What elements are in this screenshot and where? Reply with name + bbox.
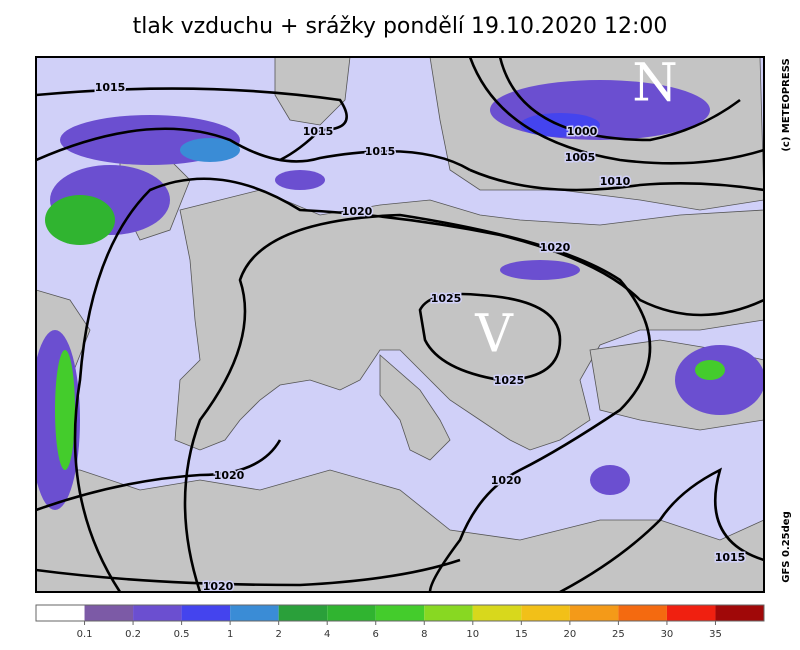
isobar-label: 1020 (540, 241, 571, 254)
legend-tick-label: 0.1 (77, 629, 93, 640)
legend-tick-label: 35 (709, 629, 722, 640)
isobar (73, 177, 764, 592)
isobar-label: 1015 (95, 81, 126, 94)
legend-swatch (230, 605, 279, 621)
legend-swatch (569, 605, 619, 621)
legend-tick-label: 1 (227, 629, 233, 640)
legend-tick-label: 0.2 (125, 629, 141, 640)
isobar-label: 1010 (600, 175, 631, 188)
isobar (36, 439, 282, 512)
legend-tick-label: 30 (661, 629, 674, 640)
legend-frame (35, 604, 765, 622)
isobar-labels: 1015 1015 1015 1020 1000 1005 1010 1020 … (93, 80, 747, 593)
legend-swatch (521, 605, 570, 621)
legend-swatch (715, 605, 764, 621)
legend-swatch (36, 605, 85, 621)
legend-tick-label: 10 (466, 629, 479, 640)
isobar-label: 1015 (303, 125, 334, 138)
precip-area (45, 195, 115, 245)
pressure-center: N (632, 54, 678, 114)
precip-area (180, 138, 240, 162)
precip-area (55, 350, 75, 470)
legend-tick-label: 15 (515, 629, 528, 640)
isobar-label: 1020 (342, 205, 373, 218)
isobar (183, 213, 652, 592)
legend-swatch (375, 605, 425, 621)
legend-tick-label: 20 (563, 629, 576, 640)
legend-swatch (84, 605, 134, 621)
legend-swatch (327, 605, 376, 621)
isobar (36, 127, 471, 172)
legend-tick-label: 6 (373, 629, 379, 640)
precip-area (275, 170, 325, 190)
title: tlak vzduchu + srážky pondělí 19.10.2020… (133, 14, 668, 39)
isobar-label: 1015 (365, 145, 396, 158)
isobar (36, 87, 348, 162)
isobar-label: 1005 (565, 151, 596, 164)
precip-area (590, 465, 630, 495)
legend-swatch (278, 605, 328, 621)
isobar-label: 1020 (203, 580, 234, 593)
map-frame (35, 56, 765, 593)
pressure-center: V (474, 305, 514, 365)
isobar (498, 57, 741, 142)
legend-tick-label: 2 (275, 629, 281, 640)
isobar (469, 168, 764, 192)
map-area: 1015 1015 1015 1020 1000 1005 1010 1020 … (36, 54, 764, 593)
isobar-label: 1000 (567, 125, 598, 138)
precip-area (500, 260, 580, 280)
precip-area (695, 360, 725, 380)
isobar (418, 292, 562, 382)
legend-swatch (618, 605, 667, 621)
isobar-label: 1020 (214, 469, 245, 482)
isobar-label: 1020 (491, 474, 522, 487)
legend-tick-label: 0.5 (174, 629, 190, 640)
legend-tick-label: 4 (324, 629, 330, 640)
isobar (559, 467, 764, 592)
isobar-label: 1015 (715, 551, 746, 564)
legend-swatch (181, 605, 231, 621)
isobar-label: 1025 (431, 292, 462, 305)
legend-tick-label: 8 (421, 629, 427, 640)
isobars (36, 57, 764, 592)
legend-swatch (133, 605, 182, 621)
precipitation (36, 80, 764, 510)
isobar (36, 558, 461, 587)
credit: (c) METEOPRESS (781, 58, 792, 151)
color-legend: 0.1 0.2 0.5 1 2 4 6 8 10 15 20 25 30 35 (35, 604, 765, 640)
isobar (468, 57, 764, 165)
credit: GFS 0.25deg (781, 511, 792, 583)
legend-tick-label: 25 (612, 629, 625, 640)
precip-area (675, 345, 764, 415)
legend-swatch (666, 605, 716, 621)
legend-swatch (424, 605, 473, 621)
legend-swatch (472, 605, 522, 621)
isobar-label: 1025 (494, 374, 525, 387)
